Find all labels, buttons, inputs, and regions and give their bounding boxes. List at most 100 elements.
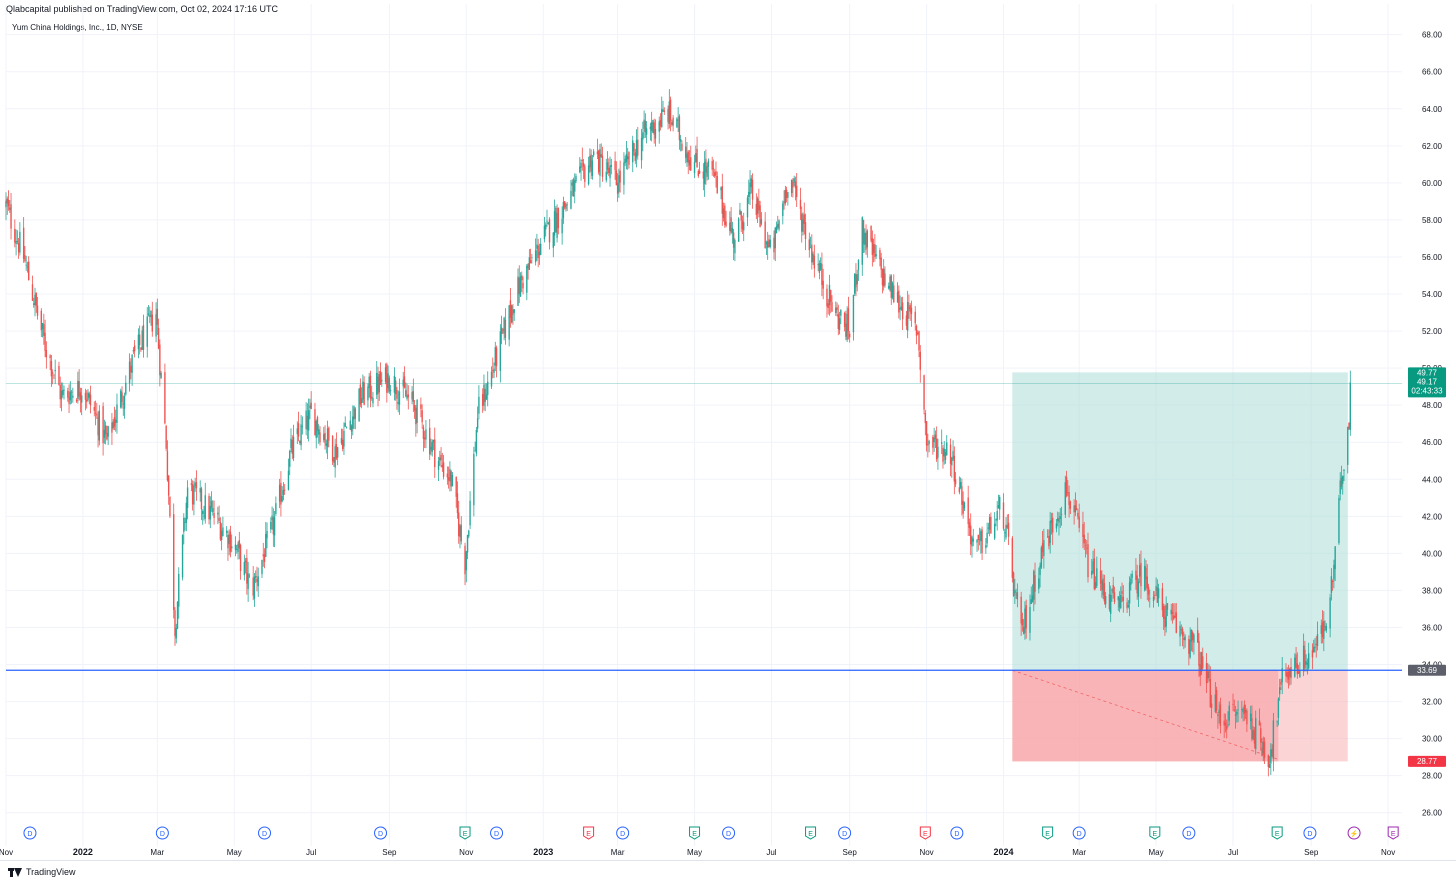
candle-body xyxy=(41,323,44,330)
candle-body xyxy=(440,454,442,461)
candle-body xyxy=(1268,764,1271,768)
candle-body xyxy=(107,426,109,437)
candle-body xyxy=(359,384,362,405)
candle-body xyxy=(430,446,432,450)
candle-body xyxy=(63,389,65,391)
candle-body xyxy=(748,191,750,198)
candle-body xyxy=(1280,681,1282,685)
event-label: ⚡ xyxy=(1350,829,1359,838)
candle-body xyxy=(213,513,215,519)
candle-body xyxy=(1117,596,1119,601)
candle-body xyxy=(1111,589,1113,591)
candle-body xyxy=(217,512,219,515)
candle-body xyxy=(314,409,316,436)
y-tick-label: 64.00 xyxy=(1422,105,1443,114)
candle-body xyxy=(1183,637,1185,641)
candle-body xyxy=(319,432,321,443)
candle-body xyxy=(122,403,124,405)
candle-body xyxy=(376,372,378,395)
candle-body xyxy=(1140,562,1142,587)
candle-body xyxy=(1285,669,1287,677)
candle-body xyxy=(609,165,611,179)
x-tick-label: Jul xyxy=(1228,848,1238,857)
dividend-icon xyxy=(1072,826,1086,840)
candle-body xyxy=(128,361,131,384)
candle-body xyxy=(615,170,618,186)
event-earnings-marker: E xyxy=(459,826,471,840)
candle-body xyxy=(292,436,295,459)
candle-body xyxy=(353,406,355,420)
event-split-marker: ⚡ xyxy=(1347,826,1361,840)
candle-body xyxy=(546,220,548,222)
candle-body xyxy=(407,394,409,398)
candle-body xyxy=(1294,657,1296,677)
y-tick-label: 32.00 xyxy=(1422,698,1443,707)
candle-body xyxy=(870,225,872,241)
candle-body xyxy=(714,172,716,177)
candle-body xyxy=(889,276,891,291)
candle-body xyxy=(1103,583,1106,602)
candle-body xyxy=(999,497,1001,510)
y-tick-label: 44.00 xyxy=(1422,475,1443,484)
candle-body xyxy=(642,132,644,140)
event-label: E xyxy=(923,831,928,838)
candle-body xyxy=(1077,512,1079,517)
candle-body xyxy=(252,577,254,596)
event-dividend-marker: D xyxy=(374,826,388,840)
candle-body xyxy=(662,109,664,111)
candle-body xyxy=(1232,704,1234,705)
time-axis[interactable]: Nov 2022 Mar May Jul Sep Nov 2023 Mar May Jul Sep No… xyxy=(0,847,1395,857)
earnings-icon xyxy=(459,826,471,840)
candle-body xyxy=(634,152,636,161)
candle-body xyxy=(1331,580,1334,583)
candle-body xyxy=(22,227,25,259)
candle-body xyxy=(1173,615,1175,620)
candle-body xyxy=(721,186,723,214)
candle-body xyxy=(990,516,992,534)
candle-body xyxy=(813,255,816,269)
candle-body xyxy=(1025,605,1027,629)
candle-body xyxy=(1193,634,1195,643)
candle-body xyxy=(712,167,715,169)
candle-body xyxy=(1021,619,1024,626)
candle-body xyxy=(437,461,440,470)
candle-body xyxy=(1223,720,1225,726)
candle-body xyxy=(441,464,444,468)
candle-body xyxy=(676,118,678,128)
event-label: E xyxy=(1391,831,1396,838)
candle-body xyxy=(389,390,392,392)
candle-body xyxy=(632,140,634,163)
dividend-icon xyxy=(722,826,736,840)
candle-body xyxy=(640,137,643,161)
candle-body xyxy=(431,441,433,452)
candle-body xyxy=(412,391,415,402)
position-tool[interactable] xyxy=(1012,372,1348,762)
price-chart[interactable]: 26.0028.0030.0032.0034.0036.0038.0040.00… xyxy=(0,0,1456,860)
candle-body xyxy=(1154,594,1156,596)
candle-body xyxy=(1131,573,1133,578)
candle-body xyxy=(827,303,829,308)
candle-body xyxy=(794,181,797,189)
candle-body xyxy=(70,391,73,393)
candle-body xyxy=(475,429,478,454)
candle-body xyxy=(1338,497,1340,544)
candle-body xyxy=(222,527,224,537)
candle-body xyxy=(1130,578,1132,585)
support-line-group[interactable] xyxy=(6,383,1402,671)
candle-body xyxy=(388,377,391,392)
candle-body xyxy=(677,119,679,121)
price-axis[interactable]: 26.0028.0030.0032.0034.0036.0038.0040.00… xyxy=(1422,31,1443,818)
candle-body xyxy=(1170,609,1172,615)
candle-body xyxy=(469,500,471,526)
dividend-icon xyxy=(490,826,504,840)
event-markers[interactable]: D D D D E D E D E D E D E D E D E D E D ⚡ E xyxy=(23,826,1399,840)
footer[interactable]: TradingView xyxy=(8,867,76,877)
candle-body xyxy=(97,416,99,436)
candle-body xyxy=(80,395,83,403)
candle-body xyxy=(1179,625,1181,637)
candle-body xyxy=(499,331,502,371)
candle-body xyxy=(360,398,363,404)
candle-body xyxy=(942,447,944,462)
